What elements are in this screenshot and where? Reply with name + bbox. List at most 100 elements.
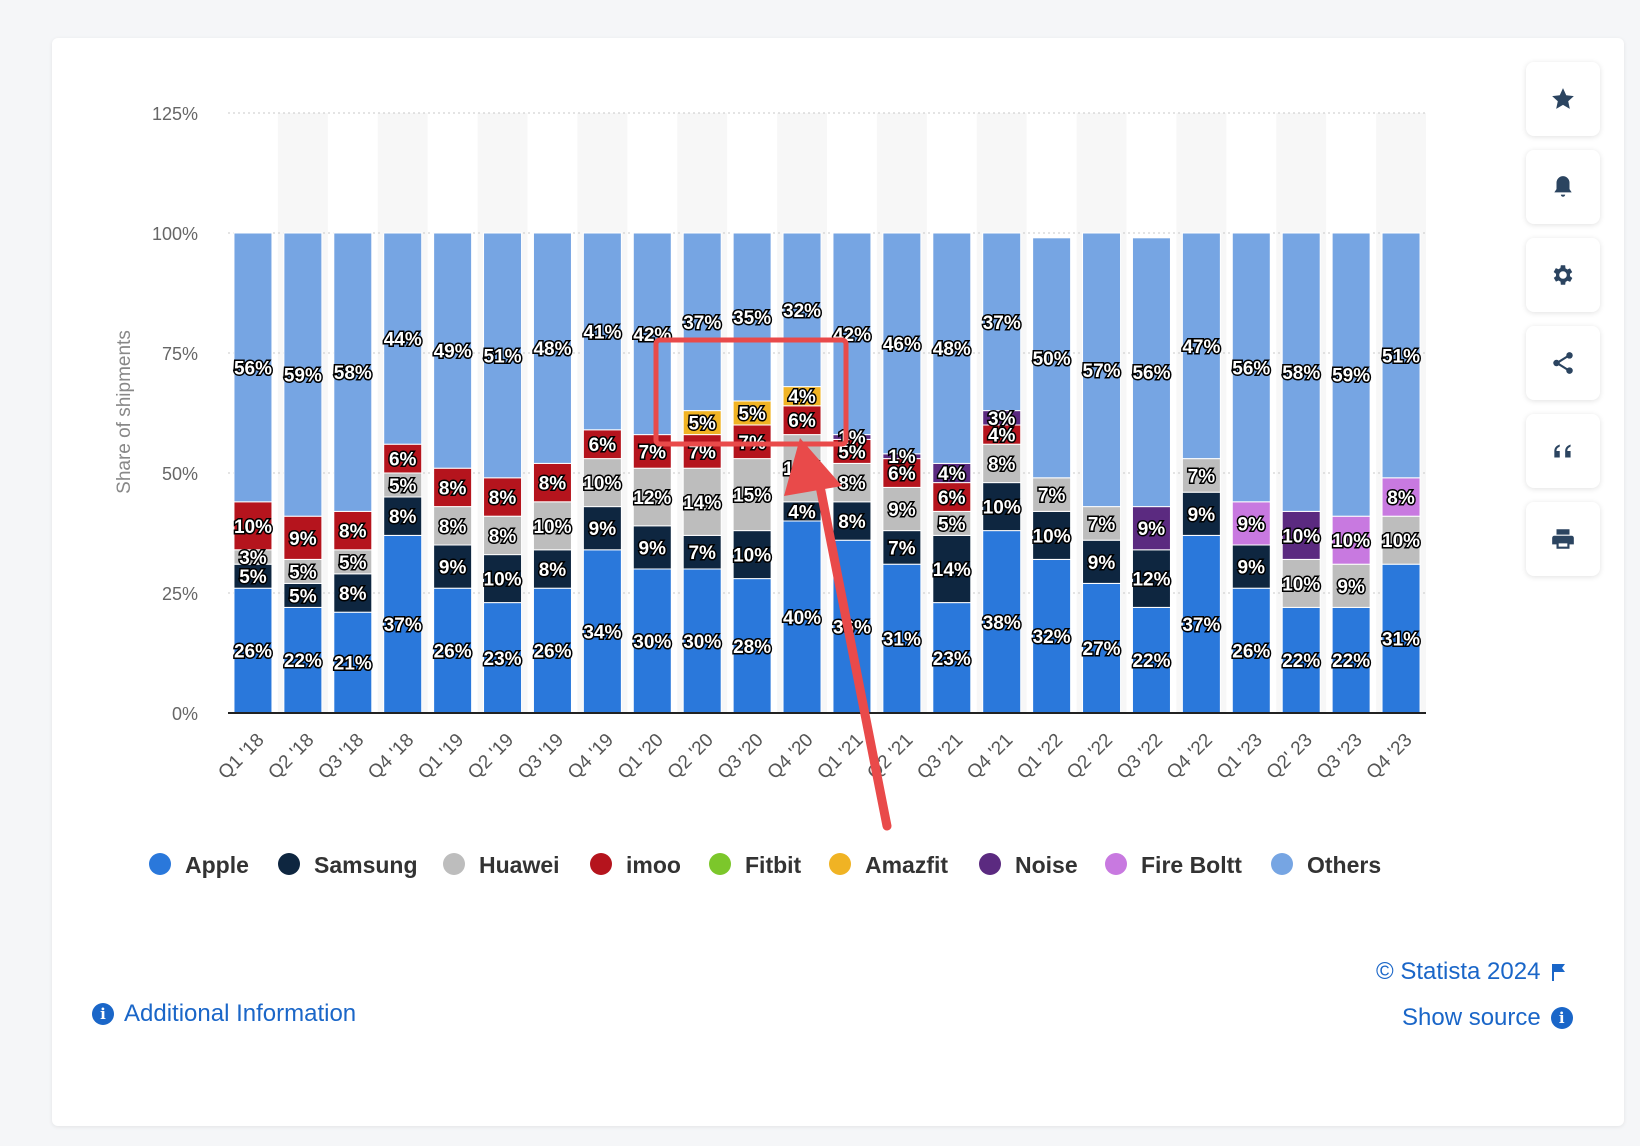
bar-segment	[383, 534, 423, 714]
data-label: 9%	[439, 558, 467, 579]
x-tick-label: Q2 '22	[1063, 730, 1117, 784]
data-label: 7%	[888, 538, 916, 559]
bar-segment	[882, 530, 922, 565]
bar-segment	[532, 232, 572, 464]
highlight-box	[653, 337, 849, 447]
info-icon: i	[1550, 1007, 1573, 1029]
bar-segment	[982, 232, 1022, 412]
data-label: 9%	[1138, 519, 1166, 540]
data-label: 26%	[434, 642, 472, 663]
bar-segment	[333, 510, 373, 551]
data-label: 59%	[1332, 366, 1370, 387]
bar-segment	[1181, 232, 1221, 460]
x-tick-label: Q3 '19	[514, 730, 568, 784]
bar-segment	[433, 467, 473, 508]
bar-segment	[532, 549, 572, 589]
data-label: 34%	[583, 622, 621, 643]
data-label: 56%	[234, 358, 272, 379]
bar-segment	[732, 458, 772, 532]
data-label: 9%	[1238, 558, 1266, 579]
bar-segment	[1032, 477, 1072, 512]
data-label: 27%	[1083, 639, 1121, 660]
legend-label: Others	[1307, 852, 1381, 878]
x-tick-label: Q4 '22	[1163, 730, 1217, 784]
data-label: 14%	[933, 560, 971, 581]
bar-segment	[433, 506, 473, 546]
bar-segment	[832, 232, 872, 436]
y-tick-label: 50%	[162, 464, 198, 484]
print-button[interactable]	[1526, 502, 1600, 576]
x-tick-label: Q1 '22	[1013, 730, 1067, 784]
data-label: 10%	[1382, 531, 1420, 552]
additional-information-link[interactable]: i Additional Information	[92, 1000, 356, 1028]
legend-label: Huawei	[479, 852, 560, 878]
bar-segment	[782, 405, 822, 436]
x-tick-label: Q4 '18	[364, 730, 418, 784]
y-tick-label: 125%	[152, 104, 198, 124]
cite-button[interactable]	[1526, 414, 1600, 488]
data-label: 37%	[1182, 615, 1220, 636]
bar-segment	[1381, 515, 1421, 565]
bar-segment	[732, 232, 772, 402]
bar-segment	[1082, 582, 1122, 714]
bar-segment	[1231, 587, 1271, 714]
data-label: 10%	[234, 517, 272, 538]
data-label: 8%	[489, 488, 517, 509]
data-label: 8%	[339, 584, 367, 605]
bar-segment	[1131, 237, 1171, 508]
x-tick-label: Q3 '18	[314, 730, 368, 784]
data-label: 59%	[284, 366, 322, 387]
legend-label: Fitbit	[745, 852, 802, 878]
annotation-arrowhead	[784, 438, 842, 496]
show-source-link[interactable]: Show source i	[1402, 1004, 1573, 1032]
legend-swatch	[443, 853, 465, 875]
data-label: 37%	[983, 313, 1021, 334]
bar-segment	[682, 467, 722, 536]
data-labels-layer: 26%5%3%10%56%22%5%5%9%59%21%8%5%8%58%37%…	[232, 299, 1421, 676]
bar-segment	[233, 501, 273, 551]
bar-segment	[483, 602, 523, 714]
legend-swatch	[1105, 853, 1127, 875]
data-label: 6%	[389, 450, 417, 471]
legend-swatch	[1271, 853, 1293, 875]
data-label: 30%	[633, 632, 671, 653]
share-button[interactable]	[1526, 326, 1600, 400]
bar-segment	[233, 587, 273, 714]
data-label: 14%	[683, 493, 721, 514]
data-label: 9%	[1238, 514, 1266, 535]
data-label: 9%	[888, 500, 916, 521]
data-label: 23%	[933, 649, 971, 670]
print-icon	[1552, 529, 1574, 549]
bar-segment	[283, 232, 323, 517]
x-tick-label: Q4 '20	[764, 730, 818, 784]
bar-segment	[1131, 606, 1171, 714]
data-label: 22%	[1332, 651, 1370, 672]
data-label: 7%	[1088, 514, 1116, 535]
bar-segment	[732, 530, 772, 580]
legend-label: Noise	[1015, 852, 1078, 878]
bar-segment	[233, 232, 273, 503]
legend-label: Amazfit	[865, 852, 948, 878]
x-tick-label: Q1 '20	[614, 730, 668, 784]
data-label: 42%	[833, 325, 871, 346]
data-label: 5%	[688, 414, 716, 435]
data-label: 8%	[539, 560, 567, 581]
data-label: 5%	[339, 553, 367, 574]
data-label: 4%	[788, 387, 816, 408]
favorite-button[interactable]	[1526, 62, 1600, 136]
x-tick-label: Q4 '21	[963, 730, 1017, 784]
data-label: 10%	[583, 474, 621, 495]
bar-segment	[1082, 232, 1122, 508]
x-tick-label: Q3 '22	[1113, 730, 1167, 784]
copyright-link[interactable]: © Statista 2024	[1376, 958, 1568, 986]
bar-segment	[832, 501, 872, 541]
data-label: 8%	[988, 454, 1016, 475]
data-label: 4%	[938, 464, 966, 485]
x-tick-label: Q2 '18	[264, 730, 318, 784]
x-tick-label: Q4 '23	[1363, 730, 1417, 784]
settings-button[interactable]	[1526, 238, 1600, 312]
legend-swatch	[590, 853, 612, 875]
notification-button[interactable]	[1526, 150, 1600, 224]
bar-segment	[1131, 549, 1171, 608]
bar-segment	[582, 549, 622, 714]
